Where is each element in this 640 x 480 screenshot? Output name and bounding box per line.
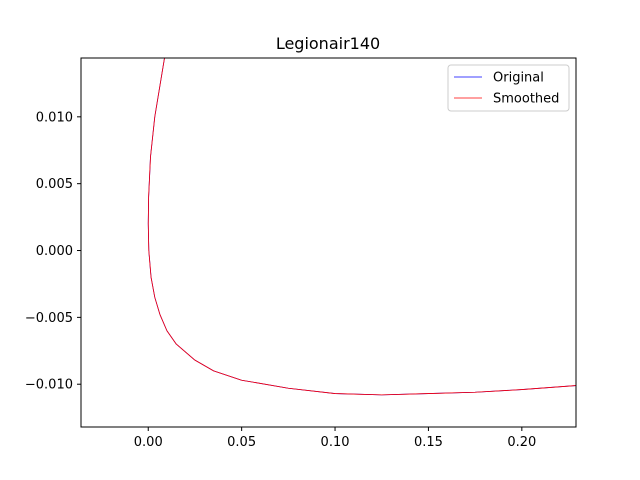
y-tick-label: 0.000 — [36, 244, 73, 259]
legend: Original Smoothed — [447, 64, 570, 112]
legend-label-smoothed: Smoothed — [493, 92, 559, 107]
x-tick-label: 0.05 — [227, 435, 256, 450]
legend-box — [447, 64, 570, 112]
axes-frame — [80, 57, 577, 428]
y-tick-label: −0.010 — [25, 378, 73, 393]
axes: 0.00 0.05 0.10 0.15 0.20 0.010 0.005 0.000 −0.00… — [25, 57, 577, 450]
series-line-smoothed — [147, 58, 576, 396]
chart-title: Legionair140 — [276, 34, 380, 53]
plot-area — [147, 58, 576, 396]
x-tick-label: 0.00 — [134, 435, 163, 450]
x-tick-label: 0.15 — [414, 435, 443, 450]
y-tick-label: −0.005 — [25, 311, 73, 326]
y-tick-label: 0.005 — [36, 177, 73, 192]
x-tick-label: 0.10 — [321, 435, 350, 450]
y-tick-label: 0.010 — [36, 110, 73, 125]
x-tick-label: 0.20 — [507, 435, 536, 450]
legend-label-original: Original — [493, 71, 544, 86]
